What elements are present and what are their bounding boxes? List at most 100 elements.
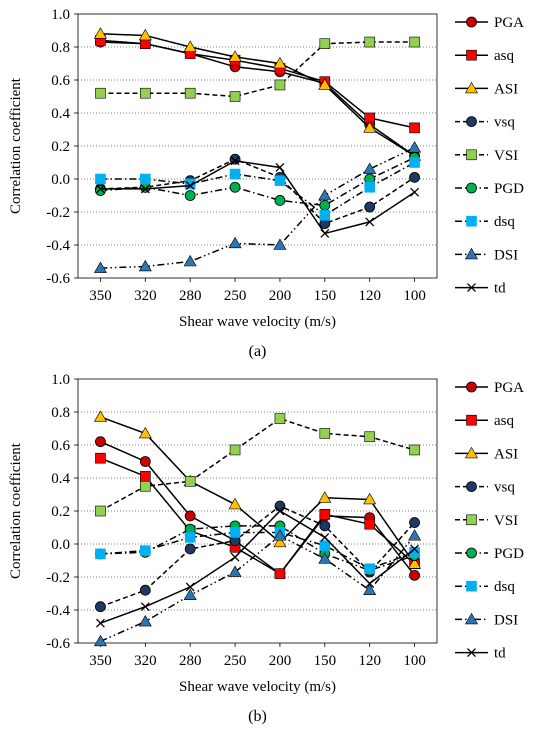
legend-label: td [494, 646, 506, 662]
data-point [409, 157, 420, 168]
data-point [364, 518, 375, 530]
x-tick-label: 350 [89, 653, 112, 669]
series-ASI [93, 410, 422, 569]
y-tick-label: -0.2 [46, 205, 70, 221]
legend-label: vsq [494, 115, 515, 131]
legend-marker [467, 648, 476, 658]
series-line [100, 534, 416, 643]
data-point [95, 173, 106, 185]
data-point [273, 535, 287, 548]
x-tick-label: 120 [358, 288, 381, 304]
series-line [100, 158, 415, 225]
series-line [100, 525, 415, 572]
series-line [100, 417, 415, 512]
y-tick-label: -0.4 [46, 238, 70, 254]
data-point [184, 543, 196, 555]
data-point [410, 544, 420, 554]
data-point [318, 78, 332, 90]
chart-panel-b: -0.6 -0.4 -0.2 0.0 0.2 0.4 0.6 0.8 1.0 350 320 280 2… [0, 365, 550, 730]
data-point [93, 261, 107, 273]
legend-label: PGD [494, 181, 524, 197]
data-point [138, 259, 152, 272]
data-point [318, 491, 332, 503]
series-td [95, 156, 420, 238]
legend-item: PGD [455, 181, 524, 197]
legend-item: dsq [455, 579, 515, 595]
series-td [95, 506, 420, 628]
data-point [364, 563, 375, 575]
data-point [273, 529, 287, 541]
series-VSI [95, 413, 420, 517]
data-point [138, 614, 152, 627]
x-tick-label: 100 [403, 288, 426, 304]
legend-item: asq [455, 413, 514, 429]
legend-item: PGA [455, 15, 524, 31]
data-point [230, 552, 240, 562]
data-point [320, 532, 330, 542]
data-point [140, 87, 151, 99]
series-asq [95, 35, 420, 134]
legend-marker [466, 414, 477, 426]
data-point [228, 565, 242, 577]
data-point [184, 190, 196, 201]
data-point [409, 444, 420, 456]
data-point [95, 452, 106, 464]
legend-label: VSI [494, 513, 518, 529]
data-point [138, 28, 152, 41]
y-tick-label: -0.6 [46, 271, 70, 287]
legend-label: td [494, 281, 506, 297]
legend-item: td [455, 646, 506, 662]
series-line [100, 41, 415, 157]
data-point [95, 87, 106, 99]
legend-label: ASI [494, 81, 518, 97]
data-point [184, 87, 196, 99]
panel-label: (a) [249, 343, 267, 360]
legend-item: dsq [455, 214, 515, 230]
y-tick-label: -0.6 [46, 636, 70, 652]
data-point [320, 228, 330, 238]
data-point [274, 500, 286, 512]
data-point [183, 588, 197, 600]
data-point [230, 156, 240, 166]
data-point [408, 529, 422, 541]
y-tick-label: 0.8 [51, 40, 70, 56]
data-point [95, 185, 106, 196]
series-line [100, 441, 416, 576]
legend-marker [466, 547, 477, 559]
data-point [229, 168, 241, 180]
legend-item: VSI [455, 513, 518, 529]
series-line [100, 39, 415, 129]
data-point [273, 56, 287, 69]
legend-marker [466, 580, 477, 592]
legend-marker [464, 81, 479, 94]
legend-marker [467, 283, 476, 293]
data-point [364, 36, 375, 48]
x-tick-label: 250 [224, 288, 247, 304]
plot-area-frame [77, 13, 438, 279]
legend-label: PGA [494, 15, 524, 31]
series-line [100, 161, 415, 217]
data-point [184, 476, 196, 487]
data-point [363, 162, 377, 174]
data-point [319, 210, 331, 221]
data-point [95, 436, 106, 448]
legend-label: DSI [494, 247, 518, 263]
legend-marker [466, 481, 477, 492]
series-VSI [95, 36, 420, 102]
data-point [229, 527, 241, 538]
data-point [229, 181, 241, 193]
data-point [408, 141, 422, 153]
data-point [319, 509, 331, 520]
y-tick-label: 0.2 [51, 504, 70, 520]
data-point [228, 497, 242, 510]
legend-item: td [455, 281, 506, 297]
data-point [93, 27, 107, 39]
series-vsq [95, 500, 420, 613]
plot-area-frame [77, 378, 438, 644]
y-tick-label: 0.6 [51, 438, 70, 454]
data-point [140, 173, 151, 185]
data-point [274, 413, 286, 424]
x-tick-label: 320 [134, 653, 157, 669]
y-tick-label: 1.0 [51, 372, 70, 388]
data-point [319, 199, 331, 211]
